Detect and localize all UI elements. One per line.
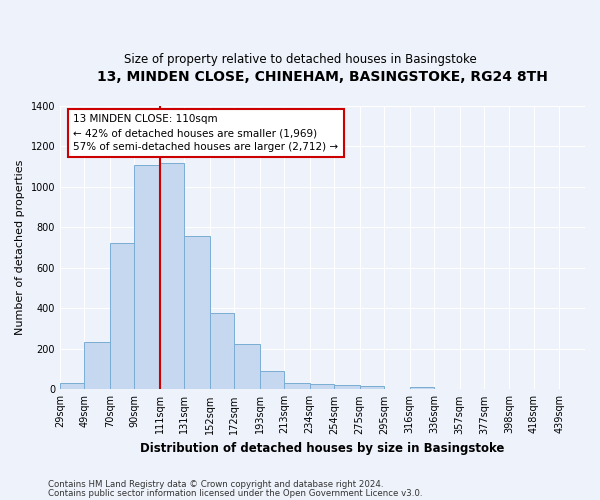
Bar	[134, 164, 160, 390]
Bar	[410, 387, 434, 390]
Title: 13, MINDEN CLOSE, CHINEHAM, BASINGSTOKE, RG24 8TH: 13, MINDEN CLOSE, CHINEHAM, BASINGSTOKE,…	[97, 70, 548, 84]
Bar	[359, 386, 384, 390]
Text: Contains HM Land Registry data © Crown copyright and database right 2024.: Contains HM Land Registry data © Crown c…	[48, 480, 383, 489]
Text: Contains public sector information licensed under the Open Government Licence v3: Contains public sector information licen…	[48, 488, 422, 498]
Bar	[184, 236, 210, 390]
Text: 13 MINDEN CLOSE: 110sqm
← 42% of detached houses are smaller (1,969)
57% of semi: 13 MINDEN CLOSE: 110sqm ← 42% of detache…	[73, 114, 338, 152]
Bar	[334, 385, 359, 390]
Bar	[210, 313, 234, 390]
Bar	[284, 383, 310, 390]
Bar	[234, 344, 260, 390]
Bar	[160, 162, 184, 390]
Y-axis label: Number of detached properties: Number of detached properties	[15, 160, 25, 336]
Bar	[260, 371, 284, 390]
Bar	[60, 383, 85, 390]
X-axis label: Distribution of detached houses by size in Basingstoke: Distribution of detached houses by size …	[140, 442, 505, 455]
Bar	[85, 342, 110, 390]
Bar	[110, 242, 134, 390]
Text: Size of property relative to detached houses in Basingstoke: Size of property relative to detached ho…	[124, 52, 476, 66]
Bar	[310, 384, 334, 390]
